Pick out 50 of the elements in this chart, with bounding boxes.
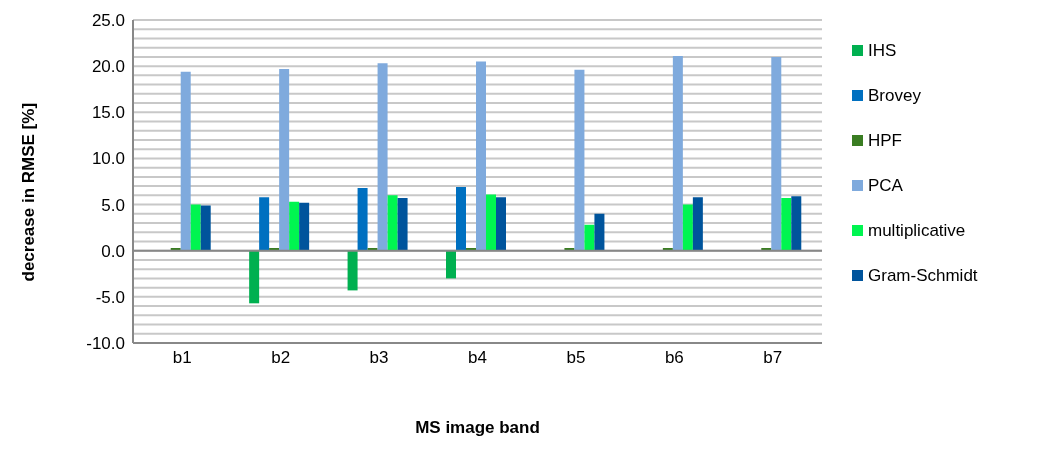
- legend-label: Gram-Schmidt: [868, 265, 978, 286]
- bar: [771, 56, 782, 251]
- y-axis-title: decrease in RMSE [%]: [19, 102, 39, 282]
- legend-label: Brovey: [868, 85, 921, 106]
- y-tick-label: 25.0: [91, 11, 125, 31]
- bar: [781, 198, 792, 251]
- bar: [347, 250, 358, 291]
- x-tick-label: b7: [763, 348, 783, 368]
- x-tick-label: b1: [172, 348, 192, 368]
- bar: [574, 69, 585, 251]
- bar: [279, 68, 290, 251]
- y-tick-label: -5.0: [95, 287, 125, 307]
- y-tick-label: 20.0: [91, 57, 125, 77]
- x-tick-label: b3: [369, 348, 389, 368]
- bar: [791, 196, 802, 251]
- bar: [200, 205, 211, 251]
- bar: [387, 195, 398, 251]
- x-tick-label: b4: [468, 348, 487, 368]
- bar: [397, 198, 408, 251]
- bar: [446, 250, 456, 279]
- bar: [259, 197, 270, 251]
- y-tick-label: -10.0: [86, 334, 125, 354]
- bar: [456, 187, 466, 251]
- x-tick-label: b2: [271, 348, 291, 368]
- y-tick-label: 5.0: [101, 195, 125, 215]
- y-tick-label: 15.0: [91, 103, 125, 123]
- legend-label: HPF: [868, 130, 902, 151]
- bar: [299, 202, 310, 251]
- bar: [180, 71, 191, 251]
- bar: [682, 204, 693, 251]
- x-axis-title: MS image band: [415, 418, 540, 437]
- bar: [672, 55, 683, 251]
- x-tick-label: b6: [664, 348, 684, 368]
- bar: [476, 61, 486, 251]
- legend-label: multiplicative: [868, 220, 966, 241]
- x-tick-label: b5: [566, 348, 586, 368]
- bar: [486, 194, 496, 251]
- y-tick-label: 10.0: [91, 149, 125, 169]
- bar: [190, 204, 201, 251]
- bar: [594, 213, 605, 251]
- y-tick-label: 0.0: [101, 241, 125, 261]
- bar: [496, 197, 506, 251]
- bar: [692, 197, 703, 251]
- bar: [584, 224, 595, 251]
- legend-label: PCA: [868, 175, 903, 196]
- bar: [377, 63, 388, 251]
- bar: [289, 201, 300, 251]
- bar: [357, 187, 368, 251]
- bar: [249, 250, 260, 304]
- legend-label: IHS: [868, 40, 897, 61]
